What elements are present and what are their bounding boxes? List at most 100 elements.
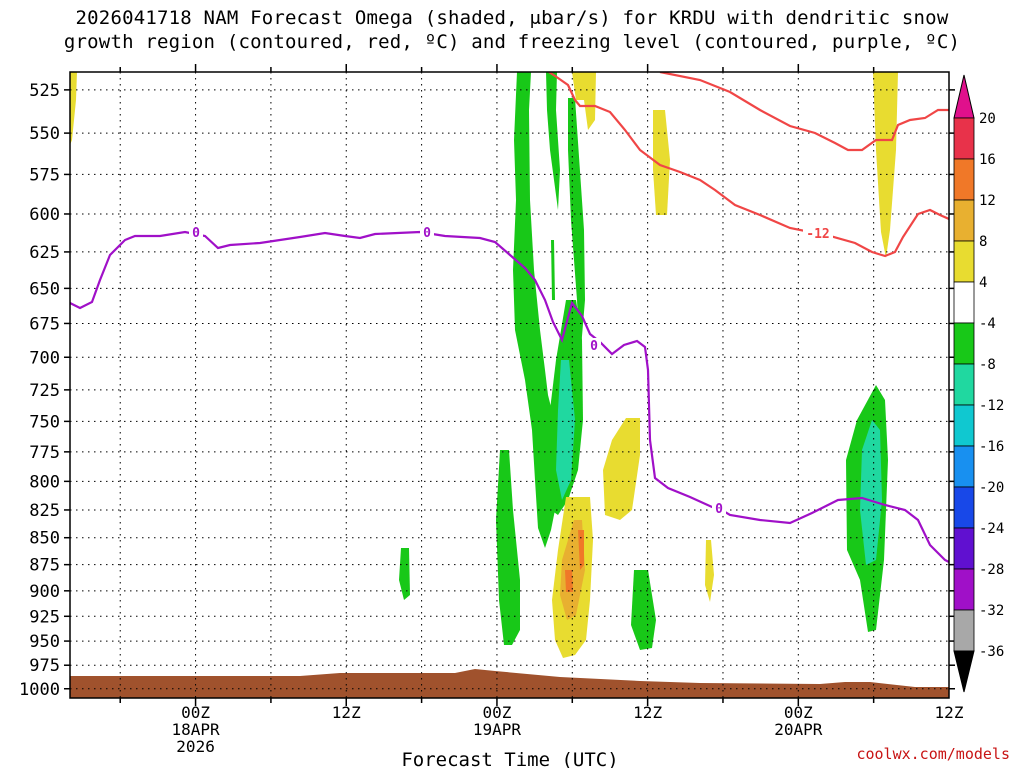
omega-region	[653, 110, 670, 215]
contour-lines: 0 0 0 0 -12	[70, 72, 949, 563]
pressure-tick-label: 950	[29, 632, 60, 652]
pressure-tick-label: 925	[29, 607, 60, 627]
omega-region	[631, 570, 656, 650]
colorbar-label: -16	[979, 439, 1004, 455]
omega-region	[70, 669, 949, 698]
time-tick-label: 12Z	[633, 703, 662, 722]
colorbar-band	[953, 240, 975, 283]
colorbar-bottom-arrow	[953, 650, 975, 693]
pressure-tick-label: 550	[29, 124, 60, 144]
omega-shading	[70, 72, 949, 698]
contour-label-bg	[420, 225, 434, 239]
colorbar-label: -36	[979, 644, 1004, 660]
contour-label: 0	[715, 502, 723, 517]
colorbar-band	[953, 568, 975, 611]
title-line-1: 2026041718 NAM Forecast Omega (shaded, μ…	[75, 7, 949, 29]
colorbar-label: 12	[979, 193, 996, 209]
omega-region	[603, 418, 640, 520]
time-tick-label: 00Z	[181, 703, 210, 722]
colorbar-band	[953, 281, 975, 324]
colorbar-band	[953, 404, 975, 447]
pressure-tick-label: 750	[29, 412, 60, 432]
time-tick-label: 18APR	[171, 720, 220, 739]
pressure-tick-label: 525	[29, 81, 60, 101]
time-axis: 00Z18APR202612Z00Z19APR12Z00Z20APR12Z00Z…	[119, 64, 964, 756]
contour-label-bg	[803, 226, 833, 240]
pressure-tick-label: 800	[29, 472, 60, 492]
chart-title: 2026041718 NAM Forecast Omega (shaded, μ…	[0, 6, 1024, 54]
pressure-tick-label: 975	[29, 656, 60, 676]
colorbar-band	[953, 117, 975, 160]
contour-label-bg	[712, 501, 726, 515]
time-tick-label: 12Z	[935, 703, 964, 722]
pressure-tick-label: 575	[29, 165, 60, 185]
colorbar-label: 16	[979, 152, 996, 168]
freezing-level-contour	[70, 230, 949, 563]
source-credit: coolwx.com/models	[856, 745, 1010, 763]
time-tick-label: 19APR	[473, 720, 522, 739]
colorbar-band	[953, 158, 975, 201]
colorbar-band	[953, 322, 975, 365]
pressure-tick-label: 850	[29, 529, 60, 549]
contour-label-bg	[587, 338, 601, 352]
pressure-tick-label: 675	[29, 314, 60, 334]
time-tick-label: 20APR	[774, 720, 823, 739]
colorbar-band	[953, 609, 975, 652]
grid-lines	[70, 72, 949, 698]
contour-label: 0	[590, 339, 598, 354]
colorbar-band	[953, 486, 975, 529]
pressure-axis: 525 550 575 600 625 650 675 700 725 750 775 800 825 8…	[19, 81, 955, 700]
pressure-tick-label: 900	[29, 582, 60, 602]
colorbar-band	[953, 363, 975, 406]
time-tick-label: 2026	[176, 737, 215, 756]
omega-region	[513, 72, 560, 548]
omega-region	[546, 72, 560, 210]
contour-label: -12	[806, 227, 829, 242]
pressure-tick-label: 650	[29, 279, 60, 299]
pressure-tick-label: 725	[29, 381, 60, 401]
colorbar-label: -4	[979, 316, 996, 332]
pressure-tick-label: 700	[29, 348, 60, 368]
omega-region	[70, 72, 77, 145]
colorbar-band	[953, 527, 975, 570]
plot-frame	[69, 71, 950, 699]
omega-region	[556, 360, 575, 500]
contour-label: 0	[423, 226, 431, 241]
title-line-2: growth region (contoured, red, ºC) and f…	[63, 31, 961, 53]
pressure-tick-label: 875	[29, 556, 60, 576]
colorbar-label: 20	[979, 111, 996, 127]
pressure-tick-label: 1000	[19, 680, 60, 700]
dgz-contour-upper	[659, 72, 949, 152]
pressure-tick-label: 600	[29, 205, 60, 225]
omega-region	[705, 540, 714, 602]
colorbar-label: -24	[979, 521, 1004, 537]
omega-region	[873, 72, 898, 258]
colorbar-band	[953, 199, 975, 242]
omega-region	[565, 570, 573, 592]
time-tick-label: 12Z	[332, 703, 361, 722]
x-axis-label: Forecast Time (UTC)	[401, 749, 618, 768]
time-tick-label: 00Z	[784, 703, 813, 722]
colorbar-label: 8	[979, 234, 987, 250]
pressure-tick-label: 825	[29, 501, 60, 521]
contour-label: 0	[192, 226, 200, 241]
colorbar-label: -12	[979, 398, 1004, 414]
pressure-tick-label: 625	[29, 243, 60, 263]
omega-region	[551, 240, 555, 300]
omega-region	[496, 450, 520, 645]
colorbar-label: -8	[979, 357, 996, 373]
omega-region	[399, 548, 410, 600]
colorbar-band	[953, 445, 975, 488]
colorbar-label: -28	[979, 562, 1004, 578]
time-tick-label: 00Z	[482, 703, 511, 722]
omega-region	[572, 72, 596, 130]
contour-label-bg	[189, 225, 203, 239]
colorbar-label: -20	[979, 480, 1004, 496]
pressure-tick-label: 775	[29, 443, 60, 463]
omega-region	[860, 420, 882, 565]
colorbar-label: -32	[979, 603, 1004, 619]
colorbar-top-arrow	[953, 74, 975, 119]
colorbar-label: 4	[979, 275, 987, 291]
dgz-contour-lower	[548, 72, 949, 258]
